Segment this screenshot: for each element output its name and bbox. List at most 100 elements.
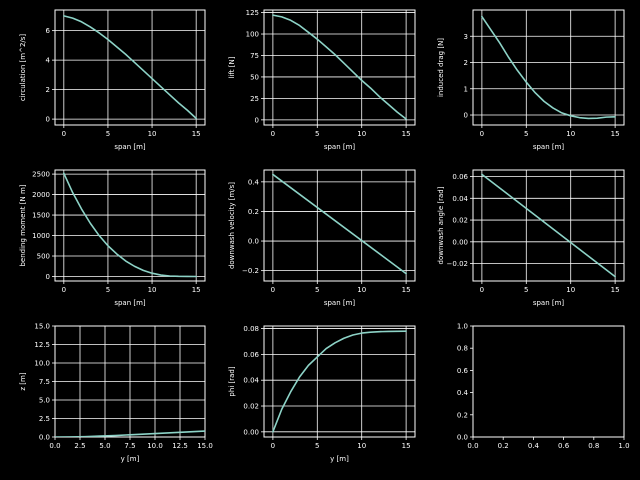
x-tick-label: 0.2 — [498, 442, 509, 450]
x-tick-label: 0 — [480, 286, 484, 294]
y-tick-label: 0.4 — [248, 178, 260, 186]
y-tick-label: 0 — [46, 116, 50, 124]
y-axis-label: downwash angle [rad] — [437, 186, 445, 264]
axes-frame — [472, 9, 625, 126]
axes-frame — [263, 9, 416, 126]
axes-frame — [54, 169, 206, 282]
x-tick-label: 10.0 — [147, 442, 163, 450]
y-tick-label: 0.4 — [457, 389, 469, 397]
series-line — [272, 330, 407, 433]
y-tick-label: 75 — [250, 52, 259, 60]
x-tick-label: 0 — [480, 130, 484, 138]
y-tick-label: 0.8 — [457, 345, 468, 353]
y-axis-label: phi [rad] — [228, 366, 236, 396]
y-tick-label: 0.00 — [452, 238, 468, 246]
subplot-7: 0.0 2.5 5.0 7.5 10.0 12.5 15.0 0.0 2.5 5.0 7.5 10.0… — [19, 323, 213, 464]
y-tick-label: 0 — [255, 116, 259, 124]
x-tick-label: 15 — [611, 286, 620, 294]
x-axis-label: span [m] — [114, 143, 146, 151]
y-tick-label: 50 — [250, 73, 259, 81]
series-line — [63, 15, 197, 120]
x-tick-label: 10 — [566, 286, 575, 294]
x-axis-label: span [m] — [114, 299, 146, 307]
x-tick-label: 1.0 — [618, 442, 629, 450]
subplot-5: 0 5 10 15 −0.2 0.0 0.2 0.4 span [m] downwash velo… — [228, 169, 416, 307]
x-tick-label: 5.0 — [99, 442, 110, 450]
x-tick-label: 0 — [62, 286, 66, 294]
x-tick-label: 5 — [106, 130, 110, 138]
y-tick-label: 1500 — [32, 212, 50, 220]
series-line — [481, 15, 616, 120]
x-tick-label: 10 — [357, 442, 366, 450]
axes-frame — [263, 325, 416, 438]
x-tick-label: 10 — [148, 130, 157, 138]
series-line — [481, 173, 616, 278]
y-tick-label: 0.2 — [248, 208, 259, 216]
x-axis-label: span [m] — [533, 299, 565, 307]
y-tick-label: 6 — [46, 27, 51, 35]
x-tick-label: 10 — [357, 286, 366, 294]
y-tick-label: 1000 — [32, 232, 50, 240]
y-axis-label: z [m] — [19, 372, 27, 390]
x-tick-label: 2.5 — [74, 442, 85, 450]
y-tick-label: 2000 — [32, 191, 50, 199]
x-tick-label: 5 — [315, 286, 319, 294]
y-tick-label: 100 — [246, 31, 259, 39]
x-axis-label: y [m] — [330, 455, 349, 463]
x-tick-label: 5 — [315, 130, 319, 138]
y-tick-label: 0.04 — [243, 377, 259, 385]
y-tick-label: 25 — [250, 95, 259, 103]
x-tick-label: 15 — [192, 286, 201, 294]
y-tick-label: 0 — [464, 112, 468, 120]
y-tick-label: 2500 — [32, 171, 50, 179]
x-tick-label: 0.6 — [558, 442, 570, 450]
y-tick-label: 10.0 — [34, 360, 50, 368]
y-tick-label: 0 — [46, 273, 50, 281]
x-tick-label: 15.0 — [197, 442, 213, 450]
series-line — [63, 172, 197, 278]
x-tick-label: 15 — [192, 130, 201, 138]
y-tick-label: −0.02 — [447, 260, 468, 268]
x-tick-label: 12.5 — [172, 442, 188, 450]
x-axis-label: span [m] — [324, 143, 356, 151]
y-tick-label: 0.02 — [243, 403, 259, 411]
y-tick-label: 15.0 — [34, 323, 50, 331]
x-axis-label: span [m] — [324, 299, 356, 307]
x-tick-label: 7.5 — [124, 442, 135, 450]
x-tick-label: 15 — [402, 442, 411, 450]
series-line — [272, 173, 407, 275]
y-tick-label: 0.2 — [457, 411, 468, 419]
x-tick-label: 0 — [62, 130, 66, 138]
y-axis-label: induced drag [N] — [437, 38, 445, 97]
axes-frame — [263, 169, 416, 282]
x-tick-label: 5 — [524, 130, 528, 138]
y-axis-label: downwash velocity [m/s] — [228, 182, 236, 269]
x-tick-label: 10 — [566, 130, 575, 138]
x-tick-label: 0.0 — [49, 442, 60, 450]
y-tick-label: 0.02 — [452, 217, 468, 225]
y-tick-label: 2 — [46, 86, 50, 94]
y-tick-label: 2 — [464, 59, 468, 67]
y-tick-label: 3 — [464, 33, 468, 41]
x-tick-label: 10 — [148, 286, 157, 294]
y-tick-label: 5.0 — [39, 397, 50, 405]
y-tick-label: 2.5 — [39, 415, 50, 423]
x-tick-label: 0.8 — [588, 442, 599, 450]
x-tick-label: 5 — [524, 286, 528, 294]
subplot-2: 0 5 10 15 0 25 50 75 100 125 span [m] lift [N] — [228, 9, 416, 151]
x-tick-label: 0 — [271, 286, 275, 294]
subplot-6: 0 5 10 15 −0.02 0.00 0.02 0.04 0.06 span [m] downw… — [437, 169, 625, 307]
y-tick-label: 0.00 — [243, 428, 259, 436]
y-tick-label: 0.6 — [457, 367, 469, 375]
x-tick-label: 0 — [271, 442, 275, 450]
y-tick-label: 1 — [464, 85, 468, 93]
x-tick-label: 10 — [357, 130, 366, 138]
x-tick-label: 5 — [106, 286, 110, 294]
y-tick-label: 0.08 — [243, 325, 259, 333]
y-tick-label: 1.0 — [457, 323, 468, 331]
y-tick-label: 0.06 — [452, 173, 468, 181]
subplot-1: 0 5 10 15 0 2 4 6 span [m] circulation [m^2/s] — [19, 9, 206, 151]
axes-frame — [54, 9, 206, 126]
subplot-8: 0 5 10 15 0.00 0.02 0.04 0.06 0.08 y [m] phi [rad] — [228, 325, 416, 463]
